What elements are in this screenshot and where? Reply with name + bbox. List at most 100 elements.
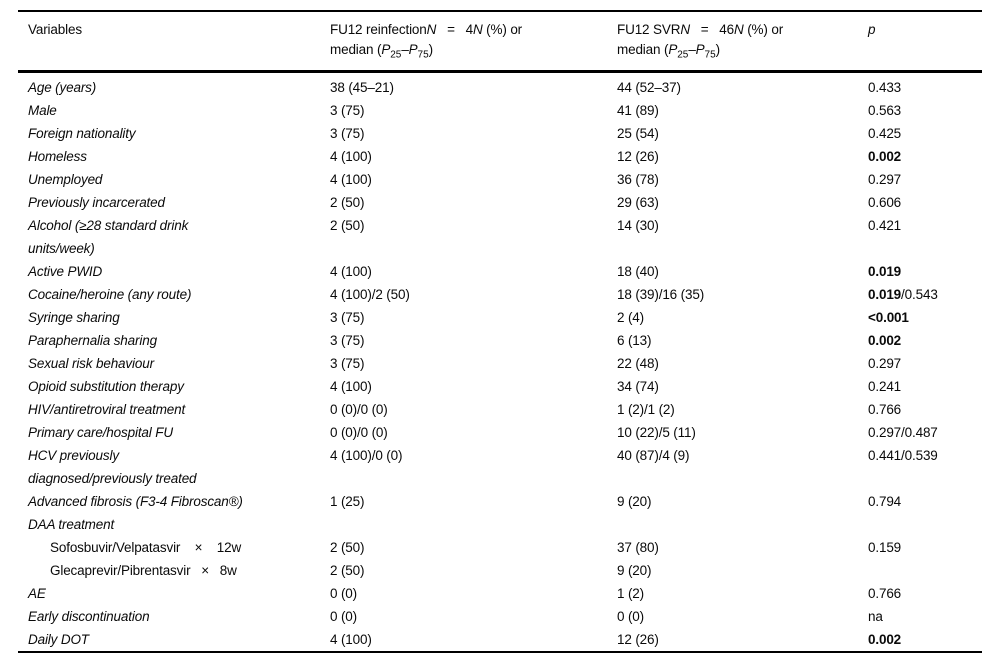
variable-cell: Foreign nationality xyxy=(28,125,136,141)
table-row: Glecaprevir/Pibrentasvir × 8w 2 (50) 9 (20… xyxy=(28,559,982,582)
p-value-cell: 0.019 xyxy=(868,263,902,279)
table-row: Homeless 4 (100) 12 (26) 0.002 xyxy=(28,145,982,168)
table-row: Alcohol (≥28 standard drink units/week) 2 … xyxy=(28,214,982,260)
reinfection-value-cell: 2 (50) xyxy=(330,194,365,210)
table-row: HIV/antiretroviral treatment 0 (0)/0 (0) 1… xyxy=(28,398,982,421)
variable-cell: Previously incarcerated xyxy=(28,194,165,210)
reinfection-value-cell: 4 (100) xyxy=(330,171,372,187)
reinfection-value-cell xyxy=(330,513,617,536)
column-header-fu12-svr: FU12 SVRN = 46N (%) or median (P25–P75) xyxy=(617,22,784,61)
table-row: Syringe sharing 3 (75) 2 (4) <0.001 xyxy=(28,306,982,329)
reinfection-value-cell: 2 (50) xyxy=(330,539,365,555)
reinfection-value-cell: 0 (0) xyxy=(330,585,358,601)
variable-cell: Primary care/hospital FU xyxy=(28,424,173,440)
variable-cell: Opioid substitution therapy xyxy=(28,378,184,394)
table-row: Foreign nationality 3 (75) 25 (54) 0.425 xyxy=(28,122,982,145)
variable-cell: Homeless xyxy=(28,148,87,164)
variable-cell: Sofosbuvir/Velpatasvir × 12w xyxy=(50,539,242,555)
svr-value-cell: 41 (89) xyxy=(617,102,659,118)
column-header-p: p xyxy=(868,22,876,37)
column-header-variables: Variables xyxy=(28,22,82,37)
reinfection-value-cell: 3 (75) xyxy=(330,125,365,141)
reinfection-value-cell: 4 (100) xyxy=(330,148,372,164)
p-value-cell: 0.766 xyxy=(868,401,902,417)
svr-value-cell: 44 (52–37) xyxy=(617,79,681,95)
table-row: Cocaine/heroine (any route) 4 (100)/2 (50… xyxy=(28,283,982,306)
table-row: Advanced fibrosis (F3-4 Fibroscan®) 1 (25… xyxy=(28,490,982,513)
table-row: Opioid substitution therapy 4 (100) 34 (74… xyxy=(28,375,982,398)
reinfection-value-cell: 3 (75) xyxy=(330,332,365,348)
reinfection-value-cell: 0 (0) xyxy=(330,608,358,624)
p-value-cell: 0.019/0.543 xyxy=(868,286,938,302)
table-header-rule xyxy=(18,69,982,73)
svr-value-cell: 29 (63) xyxy=(617,194,659,210)
table-row: HCV previously diagnosed/previously treat… xyxy=(28,444,982,490)
variable-cell: DAA treatment xyxy=(28,516,115,532)
svr-value-cell: 18 (40) xyxy=(617,263,659,279)
svr-value-cell: 25 (54) xyxy=(617,125,659,141)
variable-cell: Advanced fibrosis (F3-4 Fibroscan®) xyxy=(28,493,243,509)
reinfection-value-cell: 3 (75) xyxy=(330,102,365,118)
svr-value-cell: 22 (48) xyxy=(617,355,659,371)
table-row: Unemployed 4 (100) 36 (78) 0.297 xyxy=(28,168,982,191)
svr-value-cell: 0 (0) xyxy=(617,608,645,624)
svr-value-cell: 10 (22)/5 (11) xyxy=(617,424,696,440)
variable-cell: Glecaprevir/Pibrentasvir × 8w xyxy=(50,562,237,578)
reinfection-value-cell: 3 (75) xyxy=(330,355,365,371)
variable-cell: HCV previously diagnosed/previously treat… xyxy=(28,447,197,486)
p-value-cell: <0.001 xyxy=(868,309,909,325)
table-row: Age (years) 38 (45–21) 44 (52–37) 0.433 xyxy=(28,76,982,99)
table-body: Age (years) 38 (45–21) 44 (52–37) 0.433 Male… xyxy=(18,73,982,651)
table-header-row: Variables FU12 reinfectionN = 4N (%) or m… xyxy=(18,12,982,70)
svr-value-cell: 12 (26) xyxy=(617,631,659,647)
table-top-rule xyxy=(18,10,982,12)
variable-cell: Active PWID xyxy=(28,263,103,279)
p-value-cell: 0.297/0.487 xyxy=(868,424,938,440)
variable-cell: Unemployed xyxy=(28,171,103,187)
table-row: AE 0 (0) 1 (2) 0.766 xyxy=(28,582,982,605)
svr-value-cell: 1 (2)/1 (2) xyxy=(617,401,675,417)
table-row: Paraphernalia sharing 3 (75) 6 (13) 0.002 xyxy=(28,329,982,352)
reinfection-value-cell: 4 (100)/0 (0) xyxy=(330,447,403,463)
reinfection-value-cell: 3 (75) xyxy=(330,309,365,325)
svr-value-cell: 12 (26) xyxy=(617,148,659,164)
p-value-cell: na xyxy=(868,608,883,624)
reinfection-value-cell: 4 (100) xyxy=(330,631,372,647)
svr-value-cell: 36 (78) xyxy=(617,171,659,187)
p-value-cell: 0.425 xyxy=(868,125,902,141)
column-header-fu12-reinfection: FU12 reinfectionN = 4N (%) or median (P25… xyxy=(330,22,523,61)
svr-value-cell xyxy=(617,513,868,536)
svr-value-cell: 9 (20) xyxy=(617,493,652,509)
p-value-cell: 0.297 xyxy=(868,171,902,187)
p-value-cell: 0.433 xyxy=(868,79,902,95)
p-value-cell: 0.794 xyxy=(868,493,902,509)
p-value-cell: 0.241 xyxy=(868,378,902,394)
p-value-cell: 0.002 xyxy=(868,631,902,647)
p-value-cell: 0.766 xyxy=(868,585,902,601)
svr-value-cell: 18 (39)/16 (35) xyxy=(617,286,705,302)
table-row: Previously incarcerated 2 (50) 29 (63) 0.60… xyxy=(28,191,982,214)
reinfection-value-cell: 0 (0)/0 (0) xyxy=(330,424,388,440)
reinfection-value-cell: 0 (0)/0 (0) xyxy=(330,401,388,417)
reinfection-value-cell: 1 (25) xyxy=(330,493,365,509)
reinfection-value-cell: 38 (45–21) xyxy=(330,79,394,95)
table-row: DAA treatment xyxy=(28,513,982,536)
reinfection-value-cell: 2 (50) xyxy=(330,562,365,578)
variable-cell: Cocaine/heroine (any route) xyxy=(28,286,192,302)
reinfection-value-cell: 4 (100) xyxy=(330,263,372,279)
svr-value-cell: 34 (74) xyxy=(617,378,659,394)
table-row: Primary care/hospital FU 0 (0)/0 (0) 10 (2… xyxy=(28,421,982,444)
table-row: Sexual risk behaviour 3 (75) 22 (48) 0.297 xyxy=(28,352,982,375)
svr-value-cell: 1 (2) xyxy=(617,585,645,601)
svr-value-cell: 6 (13) xyxy=(617,332,652,348)
p-value-cell xyxy=(868,513,982,536)
p-value-cell: 0.563 xyxy=(868,102,902,118)
svr-value-cell: 2 (4) xyxy=(617,309,645,325)
table-row: Male 3 (75) 41 (89) 0.563 xyxy=(28,99,982,122)
table-row: Sofosbuvir/Velpatasvir × 12w 2 (50) 37 (80… xyxy=(28,536,982,559)
variable-cell: Sexual risk behaviour xyxy=(28,355,154,371)
table-row: Daily DOT 4 (100) 12 (26) 0.002 xyxy=(28,628,982,651)
variable-cell: Syringe sharing xyxy=(28,309,120,325)
p-value-cell: 0.002 xyxy=(868,148,902,164)
p-value-cell: 0.441/0.539 xyxy=(868,447,938,463)
